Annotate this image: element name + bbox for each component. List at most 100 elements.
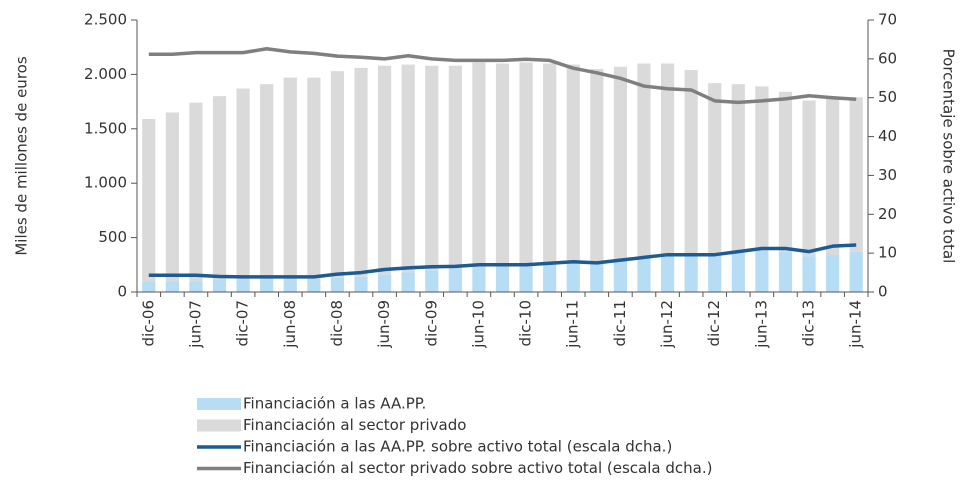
y2-tick-label: 70 (878, 11, 897, 29)
legend-swatch (197, 419, 241, 432)
bar (354, 276, 368, 292)
bar (236, 88, 250, 281)
x-tick-label: dic-08 (328, 300, 346, 346)
legend-label: Financiación al sector privado sobre act… (243, 459, 712, 477)
bar (590, 68, 604, 263)
bar (684, 70, 698, 256)
bar (519, 264, 533, 292)
x-tick-label: jun-11 (564, 300, 582, 349)
legend-label: Financiación a las AA.PP. sobre activo t… (243, 438, 672, 456)
bar (495, 63, 510, 266)
bar (425, 65, 439, 271)
x-tick-label: jun-13 (752, 300, 770, 349)
bar (613, 66, 628, 261)
bar (330, 277, 345, 292)
x-tick-label: dic-10 (517, 300, 535, 346)
bar (708, 253, 722, 292)
y2-tick-label: 40 (878, 127, 897, 145)
bar (660, 256, 675, 292)
bar (637, 63, 651, 259)
x-tick-label: jun-07 (186, 300, 204, 349)
bar (212, 280, 227, 292)
bar (731, 84, 745, 253)
y2-tick-label: 30 (878, 166, 897, 184)
line (148, 47, 857, 105)
bar (802, 100, 816, 257)
x-tick-label: jun-09 (375, 300, 393, 349)
x-tick-label: dic-11 (611, 300, 629, 346)
bar (236, 280, 250, 292)
y-tick-label: 2.500 (84, 11, 127, 29)
legend-label: Financiación al sector privado (243, 416, 466, 434)
bar (826, 98, 840, 256)
bar (165, 281, 179, 292)
y-tick-label: 2.000 (84, 65, 127, 83)
x-tick-label: dic-12 (705, 300, 723, 346)
bar (708, 83, 722, 254)
y-tick-label: 1.000 (84, 174, 127, 192)
bar (260, 280, 274, 292)
bar (826, 255, 840, 292)
bar (566, 262, 580, 292)
bar (260, 84, 274, 281)
bar (495, 265, 510, 292)
bar (212, 96, 227, 281)
bar (283, 280, 297, 292)
bar (566, 64, 580, 263)
bar (448, 65, 462, 269)
bar (448, 268, 462, 292)
bar (425, 270, 439, 292)
bar (472, 62, 486, 267)
bar (283, 77, 297, 281)
x-tick-label: dic-09 (422, 300, 440, 346)
bar (377, 65, 392, 275)
bar (802, 256, 816, 292)
x-tick-label: jun-08 (281, 300, 299, 349)
bar (307, 77, 321, 279)
y2-tick-label: 10 (878, 244, 897, 262)
x-tick-label: dic-06 (139, 300, 157, 346)
bar (472, 266, 486, 292)
bar (849, 251, 863, 292)
bar (142, 119, 156, 282)
bar (543, 63, 557, 264)
bar (755, 250, 769, 292)
x-tick-label: dic-07 (234, 300, 252, 346)
bar (590, 262, 604, 292)
y2-tick-label: 0 (878, 283, 888, 301)
y-tick-label: 0 (117, 283, 127, 301)
x-tick-label: jun-14 (847, 300, 865, 349)
y2-axis-label: Porcentaje sobre activo total (940, 49, 958, 264)
bar (377, 274, 392, 292)
bar (613, 260, 628, 292)
bar (330, 71, 345, 278)
bar (637, 258, 651, 292)
x-tick-label: jun-12 (658, 300, 676, 349)
bar (684, 255, 698, 292)
x-tick-label: dic-13 (800, 300, 818, 346)
bar (778, 91, 793, 252)
y-axis-label: Miles de millones de euros (13, 56, 31, 255)
bar (142, 281, 156, 292)
bar (354, 67, 368, 277)
bar (165, 112, 179, 282)
line (148, 243, 857, 279)
y-tick-label: 500 (98, 228, 127, 246)
bar (401, 64, 415, 273)
y2-tick-label: 60 (878, 49, 897, 67)
y2-tick-label: 50 (878, 88, 897, 106)
bar (660, 63, 675, 257)
bar (849, 97, 863, 252)
bar (778, 251, 793, 292)
bar (731, 252, 745, 292)
bar (307, 278, 321, 292)
bar (543, 263, 557, 292)
bar (519, 62, 533, 265)
bar (189, 281, 203, 292)
legend-swatch (197, 398, 241, 410)
y2-tick-label: 20 (878, 205, 897, 223)
x-tick-label: jun-10 (469, 300, 487, 349)
legend-label: Financiación a las AA.PP. (243, 395, 426, 413)
